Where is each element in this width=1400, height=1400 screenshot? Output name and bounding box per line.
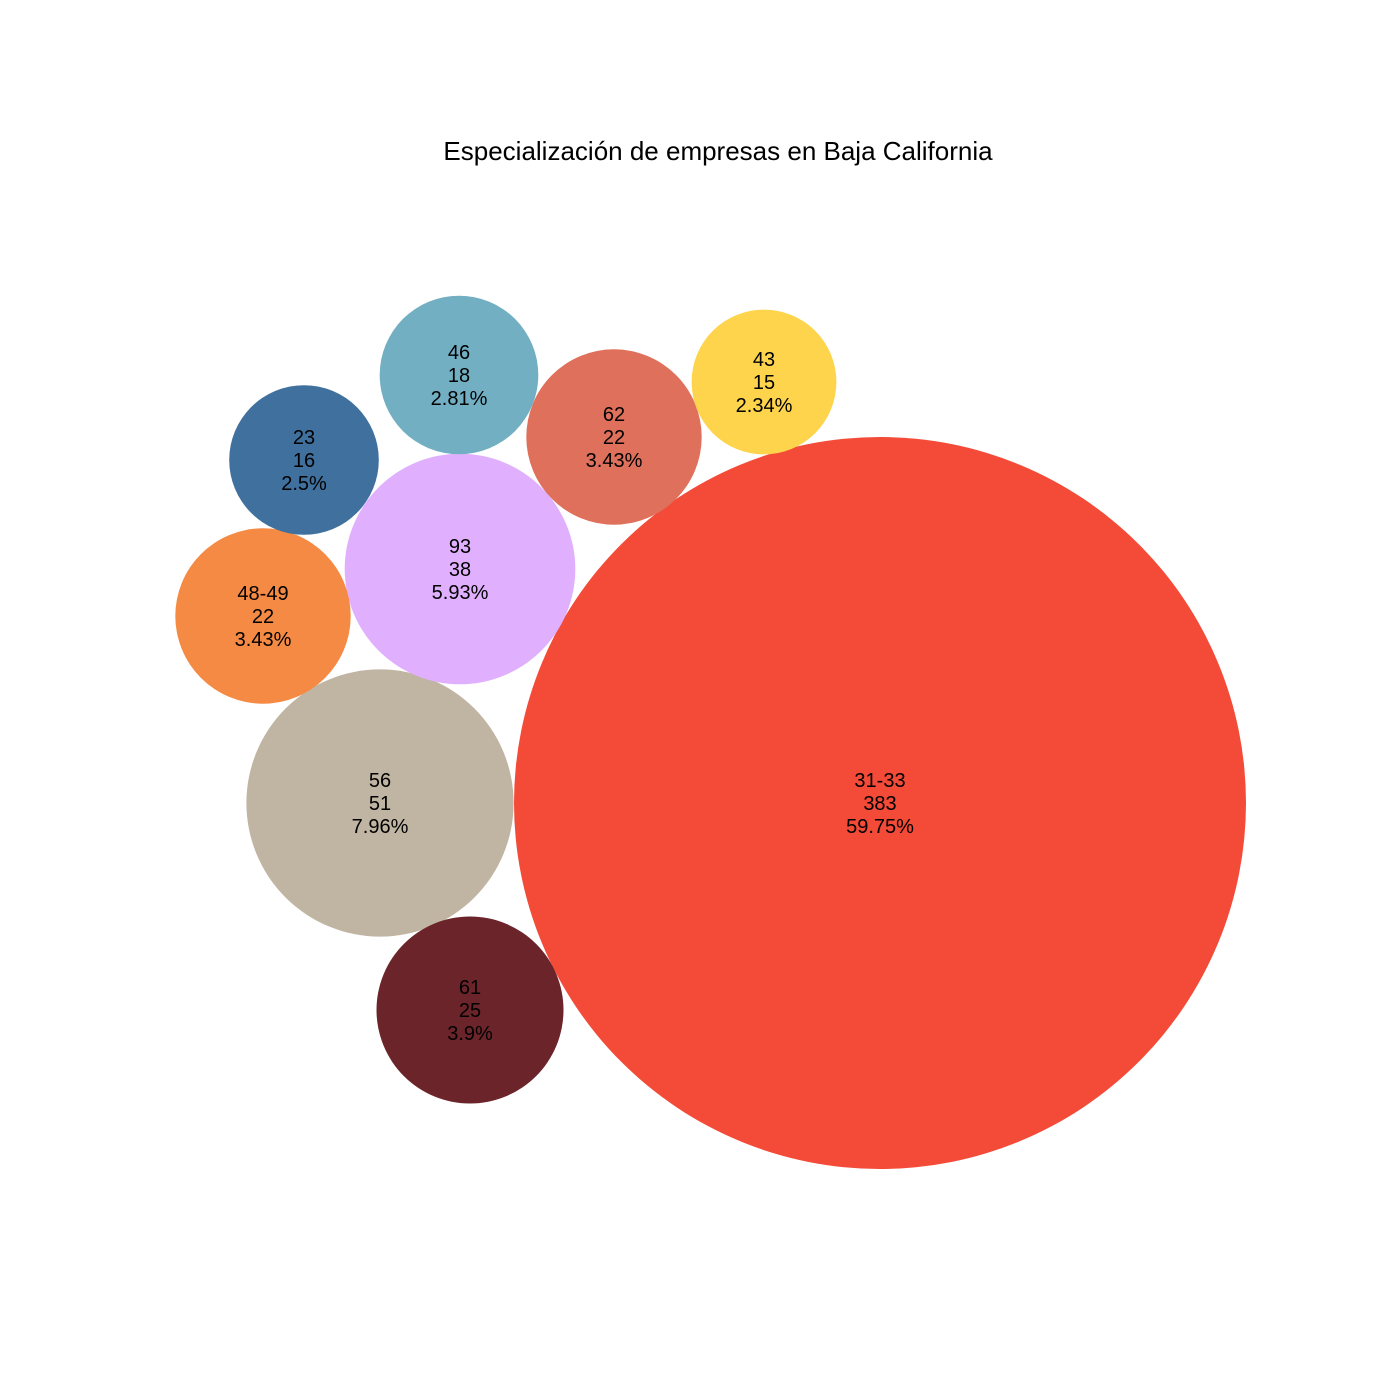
bubble-46-percent-label: 2.81% bbox=[431, 388, 488, 410]
bubble-61 bbox=[376, 916, 564, 1104]
bubble-31-33-category-label: 31-33 bbox=[854, 770, 905, 792]
chart-title: Especialización de empresas en Baja Cali… bbox=[443, 136, 993, 166]
bubble-31-33-count-label: 383 bbox=[863, 793, 896, 815]
bubble-46-count-label: 18 bbox=[448, 365, 470, 387]
bubble-48-49 bbox=[175, 528, 351, 704]
bubble-43-count-label: 15 bbox=[753, 372, 775, 394]
bubble-93 bbox=[344, 453, 576, 685]
bubble-43-category-label: 43 bbox=[753, 349, 775, 371]
bubble-93-category-label: 93 bbox=[449, 536, 471, 558]
bubble-48-49-category-label: 48-49 bbox=[237, 583, 288, 605]
bubble-62-category-label: 62 bbox=[603, 404, 625, 426]
bubble-23-count-label: 16 bbox=[293, 450, 315, 472]
bubble-56 bbox=[246, 669, 514, 937]
bubble-61-count-label: 25 bbox=[459, 1000, 481, 1022]
bubble-62-count-label: 22 bbox=[603, 427, 625, 449]
bubble-43 bbox=[691, 309, 837, 455]
bubble-62-percent-label: 3.43% bbox=[586, 450, 643, 472]
bubble-56-count-label: 51 bbox=[369, 793, 391, 815]
bubble-23-category-label: 23 bbox=[293, 427, 315, 449]
bubble-61-category-label: 61 bbox=[459, 977, 481, 999]
bubble-31-33 bbox=[514, 437, 1246, 1169]
bubble-93-percent-label: 5.93% bbox=[432, 582, 489, 604]
bubble-23 bbox=[229, 385, 379, 535]
bubble-46-category-label: 46 bbox=[448, 342, 470, 364]
bubble-56-category-label: 56 bbox=[369, 770, 391, 792]
bubble-43-percent-label: 2.34% bbox=[736, 395, 793, 417]
bubble-61-percent-label: 3.9% bbox=[447, 1023, 493, 1045]
bubble-93-count-label: 38 bbox=[449, 559, 471, 581]
bubble-31-33-percent-label: 59.75% bbox=[846, 816, 914, 838]
bubble-62 bbox=[526, 349, 702, 525]
bubble-46 bbox=[379, 295, 539, 455]
bubble-56-percent-label: 7.96% bbox=[352, 816, 409, 838]
bubble-23-percent-label: 2.5% bbox=[281, 473, 327, 495]
bubble-48-49-count-label: 22 bbox=[252, 606, 274, 628]
bubble-48-49-percent-label: 3.43% bbox=[235, 629, 292, 651]
